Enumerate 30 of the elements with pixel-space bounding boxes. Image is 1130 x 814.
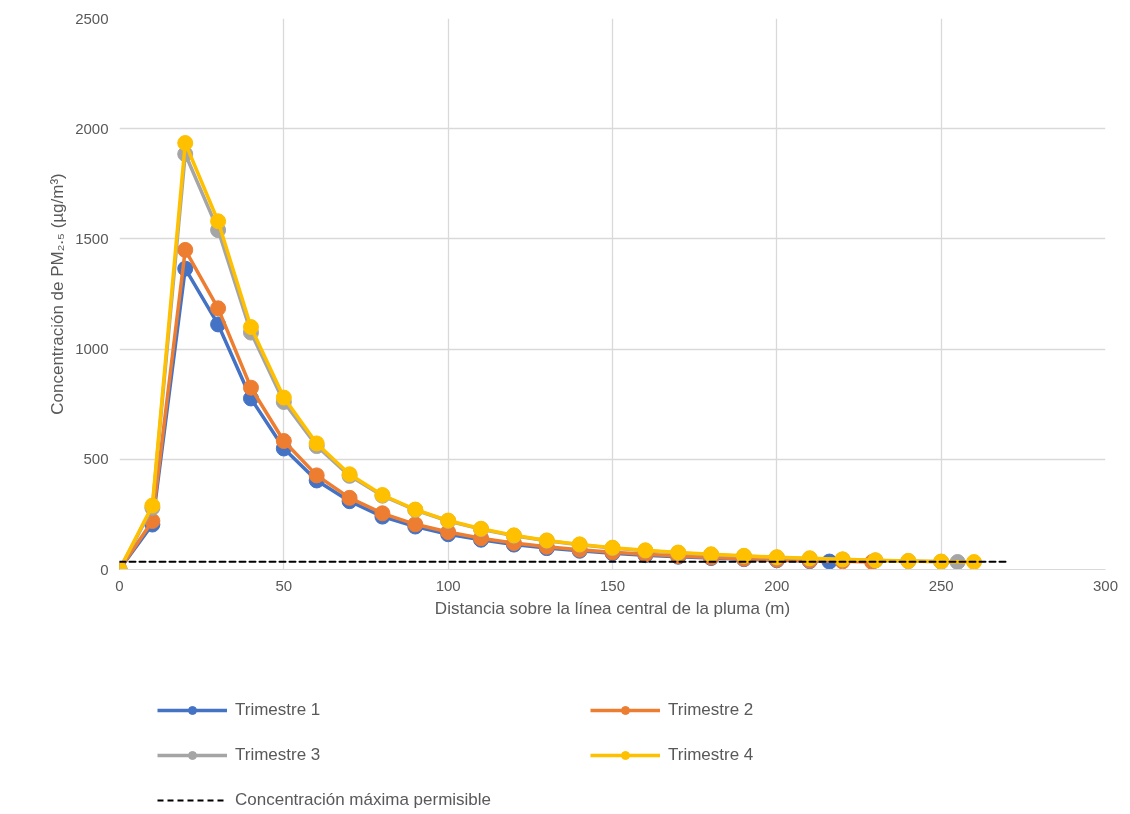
legend-label: Trimestre 4: [668, 745, 755, 765]
legend-label: Trimestre 1: [235, 700, 322, 720]
point: [308, 467, 325, 484]
y-tick-label: 500: [83, 450, 109, 468]
y-tick-label: 2500: [75, 9, 109, 27]
legend-label: Trimestre 3: [235, 745, 322, 765]
y-axis-title: Concentración de PM₂.₅ (µg/m³): [48, 173, 68, 415]
x-tick-label: 50: [275, 576, 293, 594]
x-tick-label: 0: [115, 576, 124, 594]
y-tick-label: 2000: [75, 119, 109, 137]
point: [177, 135, 194, 152]
y-tick-label: 0: [100, 560, 109, 578]
x-tick-label: 150: [599, 576, 626, 594]
point: [210, 300, 227, 317]
point: [242, 319, 259, 336]
x-tick-label: 250: [928, 576, 954, 594]
legend-label: Trimestre 2: [668, 700, 755, 720]
x-tick-label: 200: [764, 576, 790, 594]
y-tick-label: 1500: [75, 229, 109, 247]
point: [341, 489, 358, 506]
legend-label: Concentración máxima permisible: [235, 790, 493, 810]
x-axis-title: Distancia sobre la línea central de la pluma (m): [434, 598, 791, 618]
y-tick-label: 1000: [75, 340, 109, 358]
point: [210, 213, 227, 230]
point: [275, 433, 292, 449]
point: [275, 389, 292, 406]
point: [242, 379, 259, 396]
x-tick-label: 100: [435, 576, 461, 594]
x-tick-label: 300: [1092, 576, 1119, 594]
point: [177, 241, 194, 258]
